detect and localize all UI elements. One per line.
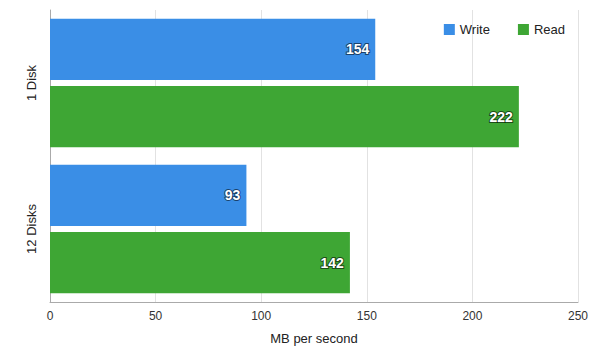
svg-text:50: 50: [149, 309, 163, 323]
svg-text:154: 154: [346, 41, 370, 57]
svg-text:250: 250: [568, 309, 588, 323]
svg-text:142: 142: [321, 255, 345, 271]
svg-text:93: 93: [225, 187, 241, 203]
svg-text:MB per second: MB per second: [270, 331, 357, 346]
svg-text:222: 222: [490, 109, 514, 125]
svg-text:150: 150: [357, 309, 377, 323]
svg-text:12 Disks: 12 Disks: [24, 204, 39, 254]
svg-text:100: 100: [251, 309, 271, 323]
svg-text:200: 200: [462, 309, 482, 323]
svg-text:Write: Write: [460, 22, 490, 37]
svg-text:Read: Read: [534, 22, 565, 37]
svg-text:1 Disk: 1 Disk: [24, 64, 39, 101]
svg-text:0: 0: [47, 309, 54, 323]
